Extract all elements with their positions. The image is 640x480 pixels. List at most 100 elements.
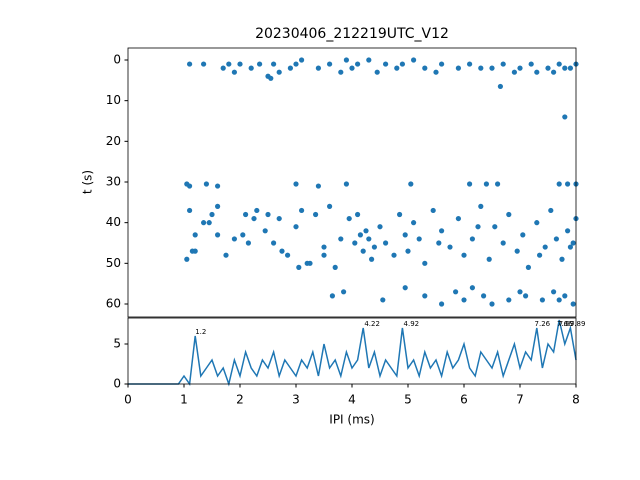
point	[315, 183, 321, 189]
point	[497, 83, 503, 90]
annotation: 7.26	[535, 320, 551, 328]
point	[355, 211, 361, 218]
point	[343, 181, 349, 187]
point	[226, 61, 232, 67]
y-tick-label: 40	[106, 215, 121, 229]
point	[523, 293, 529, 299]
point	[299, 57, 305, 63]
point	[332, 264, 338, 270]
point	[492, 224, 498, 230]
point	[430, 207, 436, 214]
point	[478, 65, 484, 71]
point	[285, 252, 291, 258]
x-tick-label: 0	[124, 393, 132, 407]
point	[475, 224, 481, 230]
point	[397, 211, 403, 218]
point	[355, 61, 361, 67]
point	[315, 65, 321, 71]
point	[553, 236, 560, 242]
point	[187, 183, 193, 189]
point	[369, 256, 375, 262]
point	[366, 57, 372, 63]
point	[567, 244, 574, 250]
point	[271, 61, 277, 67]
point	[534, 69, 540, 75]
point	[469, 236, 475, 242]
x-axis-label: IPI (ms)	[329, 413, 374, 427]
point	[517, 65, 523, 71]
point	[436, 240, 442, 246]
point	[439, 61, 445, 67]
point	[279, 248, 285, 254]
point	[548, 207, 554, 214]
point	[506, 297, 512, 303]
point	[570, 301, 576, 307]
point	[187, 61, 193, 67]
point	[520, 232, 526, 238]
point	[556, 181, 562, 187]
point	[327, 61, 333, 67]
point	[562, 114, 568, 120]
point	[341, 289, 347, 295]
point	[402, 232, 408, 238]
point	[366, 236, 372, 242]
x-tick-label: 3	[292, 393, 300, 407]
point	[271, 240, 277, 246]
point	[405, 248, 411, 254]
y-tick-label: 5	[113, 337, 121, 351]
annotation: 4.22	[364, 320, 380, 328]
point	[248, 65, 254, 71]
point	[483, 181, 489, 187]
point	[528, 61, 534, 67]
chart-title: 20230406_212219UTC_V12	[255, 26, 449, 42]
point	[422, 260, 428, 266]
x-tick-label: 6	[460, 393, 468, 407]
point	[447, 244, 453, 250]
point	[329, 293, 335, 299]
point	[287, 65, 293, 71]
point	[215, 183, 221, 189]
point	[206, 220, 212, 226]
point	[455, 65, 461, 71]
y-tick-label: 0	[113, 377, 121, 391]
point	[243, 211, 249, 218]
point	[327, 203, 333, 209]
point	[380, 297, 386, 303]
point	[453, 289, 459, 295]
point	[245, 240, 251, 246]
point	[201, 220, 207, 226]
point	[257, 61, 263, 67]
point	[399, 61, 405, 67]
point	[307, 260, 313, 266]
point	[349, 65, 355, 71]
point	[262, 228, 268, 234]
annotation: 1.2	[195, 328, 206, 336]
point	[391, 252, 397, 258]
point	[352, 240, 358, 246]
annotation: 4.92	[404, 320, 420, 328]
point	[338, 69, 344, 75]
point	[240, 232, 246, 238]
point	[268, 75, 274, 81]
point	[539, 297, 546, 303]
point	[293, 224, 299, 230]
point	[525, 264, 532, 270]
point	[321, 244, 327, 250]
y-tick-label: 50	[106, 256, 121, 270]
point	[506, 211, 512, 218]
point	[192, 232, 198, 238]
point	[187, 207, 193, 214]
point	[220, 65, 226, 71]
point	[265, 211, 271, 218]
point	[481, 293, 487, 299]
point	[189, 248, 195, 254]
point	[313, 211, 319, 218]
point	[500, 61, 506, 67]
point	[511, 69, 517, 75]
point	[565, 181, 571, 187]
point	[360, 248, 366, 254]
point	[299, 207, 305, 214]
x-tick-label: 1	[180, 393, 188, 407]
point	[467, 61, 473, 67]
point	[439, 228, 445, 234]
